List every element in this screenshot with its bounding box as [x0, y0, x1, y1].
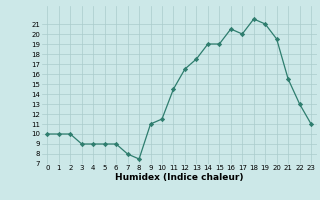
X-axis label: Humidex (Indice chaleur): Humidex (Indice chaleur) — [115, 173, 244, 182]
